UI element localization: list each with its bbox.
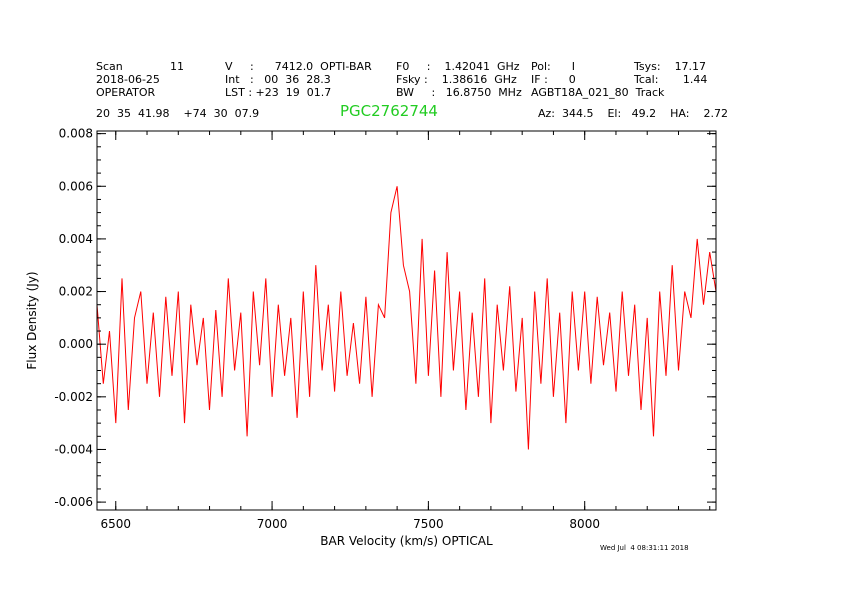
y-tick-label: 0.006: [59, 179, 93, 193]
plot-timestamp: Wed Jul 4 08:31:11 2018: [600, 544, 689, 552]
header-project: AGBT18A_021_80 Track: [531, 86, 665, 99]
header-lst: LST : +23 19 01.7: [225, 86, 332, 99]
y-tick-label: -0.006: [54, 495, 93, 509]
header-scan-label: Scan: [96, 60, 123, 73]
header-tsys: Tsys: 17.17: [634, 60, 707, 73]
spectrum-line-0: [96, 186, 717, 450]
header-bandwidth: BW : 16.8750 MHz: [396, 86, 522, 99]
y-tick-label: -0.004: [54, 442, 93, 456]
source-name: PGC2762744: [340, 102, 438, 120]
header-operator: OPERATOR: [96, 86, 156, 99]
y-tick-label: -0.002: [54, 390, 93, 404]
x-tick-label: 7500: [413, 517, 444, 531]
header-scan-number: 11: [170, 60, 184, 73]
x-tick-label: 7000: [257, 517, 288, 531]
header-coordinates: 20 35 41.98 +74 30 07.9: [96, 107, 260, 120]
header-polarization: Pol: I: [531, 60, 575, 73]
x-axis-label: BAR Velocity (km/s) OPTICAL: [320, 534, 493, 548]
header-tcal: Tcal: 1.44: [634, 73, 708, 86]
header-az-el-ha: Az: 344.5 El: 49.2 HA: 2.72: [538, 107, 728, 120]
header-if: IF : 0: [531, 73, 576, 86]
y-tick-label: 0.000: [59, 337, 93, 351]
x-tick-label: 6500: [100, 517, 131, 531]
header-sky-frequency: Fsky : 1.38616 GHz: [396, 73, 517, 86]
header-rest-frequency: F0 : 1.42041 GHz: [396, 60, 520, 73]
plot-frame: [96, 130, 717, 511]
header-integration: Int : 00 36 28.3: [225, 73, 331, 86]
y-tick-label: 0.002: [59, 285, 93, 299]
y-tick-label: 0.008: [59, 127, 93, 141]
y-axis-label: Flux Density (Jy): [25, 271, 39, 369]
header-velocity: V : 7412.0 OPTI-BAR: [225, 60, 372, 73]
y-tick-label: 0.004: [59, 232, 93, 246]
x-tick-label: 8000: [569, 517, 600, 531]
header-date: 2018-06-25: [96, 73, 160, 86]
